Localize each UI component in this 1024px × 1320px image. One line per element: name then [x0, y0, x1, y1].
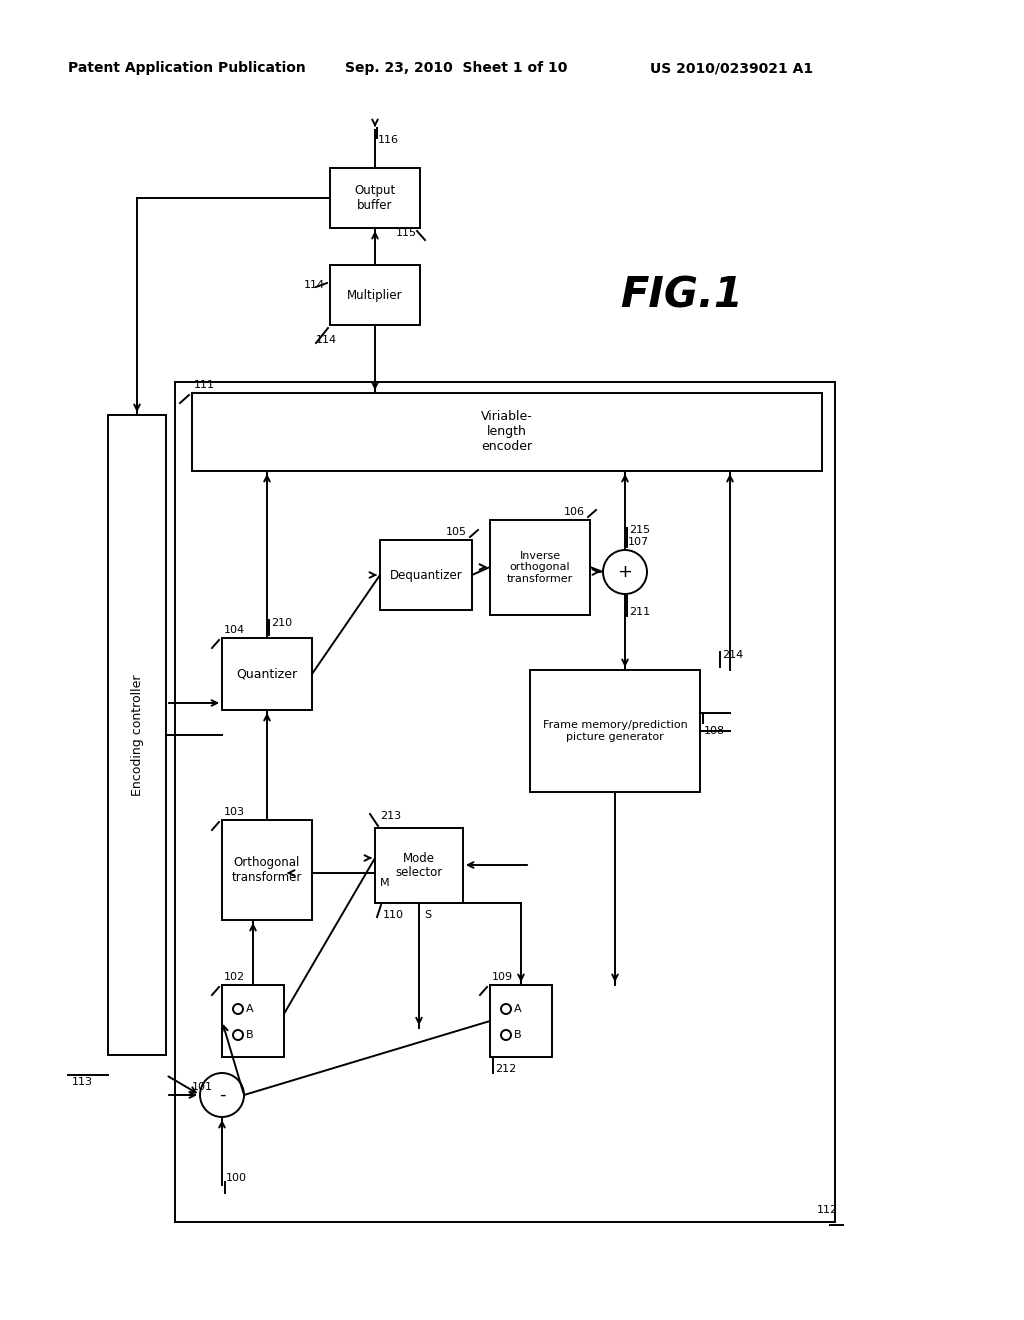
- Text: 212: 212: [495, 1064, 516, 1074]
- Text: Multiplier: Multiplier: [347, 289, 402, 301]
- Bar: [330, 168, 420, 228]
- Text: 210: 210: [271, 618, 292, 628]
- Text: 213: 213: [380, 810, 401, 821]
- Circle shape: [501, 1005, 511, 1014]
- Text: 114: 114: [316, 335, 337, 345]
- Text: B: B: [514, 1030, 521, 1040]
- Bar: [222, 985, 284, 1057]
- Text: S: S: [424, 909, 431, 920]
- Circle shape: [200, 1073, 244, 1117]
- Text: Output
buffer: Output buffer: [354, 183, 395, 213]
- Bar: [193, 393, 822, 471]
- Circle shape: [233, 1030, 243, 1040]
- Bar: [375, 828, 463, 903]
- Text: +: +: [617, 564, 633, 581]
- Text: Quantizer: Quantizer: [237, 668, 298, 681]
- Bar: [330, 265, 420, 325]
- Text: Dequantizer: Dequantizer: [389, 569, 463, 582]
- Circle shape: [501, 1030, 511, 1040]
- Text: 102: 102: [224, 972, 245, 982]
- Text: 211: 211: [629, 607, 650, 616]
- Text: Patent Application Publication: Patent Application Publication: [68, 61, 306, 75]
- Text: 104: 104: [224, 624, 245, 635]
- Text: US 2010/0239021 A1: US 2010/0239021 A1: [650, 61, 813, 75]
- Bar: [530, 671, 700, 792]
- Text: A: A: [246, 1005, 254, 1014]
- Bar: [108, 414, 166, 1055]
- Text: 113: 113: [72, 1077, 93, 1086]
- Text: 111: 111: [194, 380, 215, 389]
- Text: 215: 215: [629, 525, 650, 535]
- Text: Frame memory/prediction
picture generator: Frame memory/prediction picture generato…: [543, 721, 687, 742]
- Text: 108: 108: [705, 726, 725, 737]
- Text: B: B: [246, 1030, 254, 1040]
- Text: 103: 103: [224, 807, 245, 817]
- Text: Orthogonal
transformer: Orthogonal transformer: [231, 855, 302, 884]
- Text: Inverse
orthogonal
transformer: Inverse orthogonal transformer: [507, 550, 573, 583]
- Text: 107: 107: [628, 537, 649, 546]
- Text: Encoding controller: Encoding controller: [130, 675, 143, 796]
- Bar: [175, 381, 835, 1222]
- Circle shape: [603, 550, 647, 594]
- Text: 109: 109: [492, 972, 513, 982]
- Text: M: M: [380, 878, 389, 888]
- Text: Viriable-
length
encoder: Viriable- length encoder: [481, 411, 532, 454]
- Text: -: -: [219, 1086, 225, 1104]
- Text: 105: 105: [446, 527, 467, 537]
- Text: 214: 214: [722, 649, 743, 660]
- Text: 101: 101: [193, 1082, 213, 1092]
- Bar: [380, 540, 472, 610]
- Text: FIG.1: FIG.1: [620, 275, 742, 315]
- Text: 116: 116: [378, 135, 399, 145]
- Bar: [490, 520, 590, 615]
- Text: Sep. 23, 2010  Sheet 1 of 10: Sep. 23, 2010 Sheet 1 of 10: [345, 61, 567, 75]
- Text: 115: 115: [396, 228, 417, 238]
- Bar: [222, 820, 312, 920]
- Text: A: A: [514, 1005, 521, 1014]
- Text: 100: 100: [226, 1173, 247, 1183]
- Text: Mode
selector: Mode selector: [395, 851, 442, 879]
- Bar: [490, 985, 552, 1057]
- Text: 106: 106: [564, 507, 585, 517]
- Text: 110: 110: [383, 909, 404, 920]
- Text: 114: 114: [304, 280, 325, 290]
- Circle shape: [233, 1005, 243, 1014]
- Text: 112: 112: [817, 1205, 838, 1214]
- Bar: [222, 638, 312, 710]
